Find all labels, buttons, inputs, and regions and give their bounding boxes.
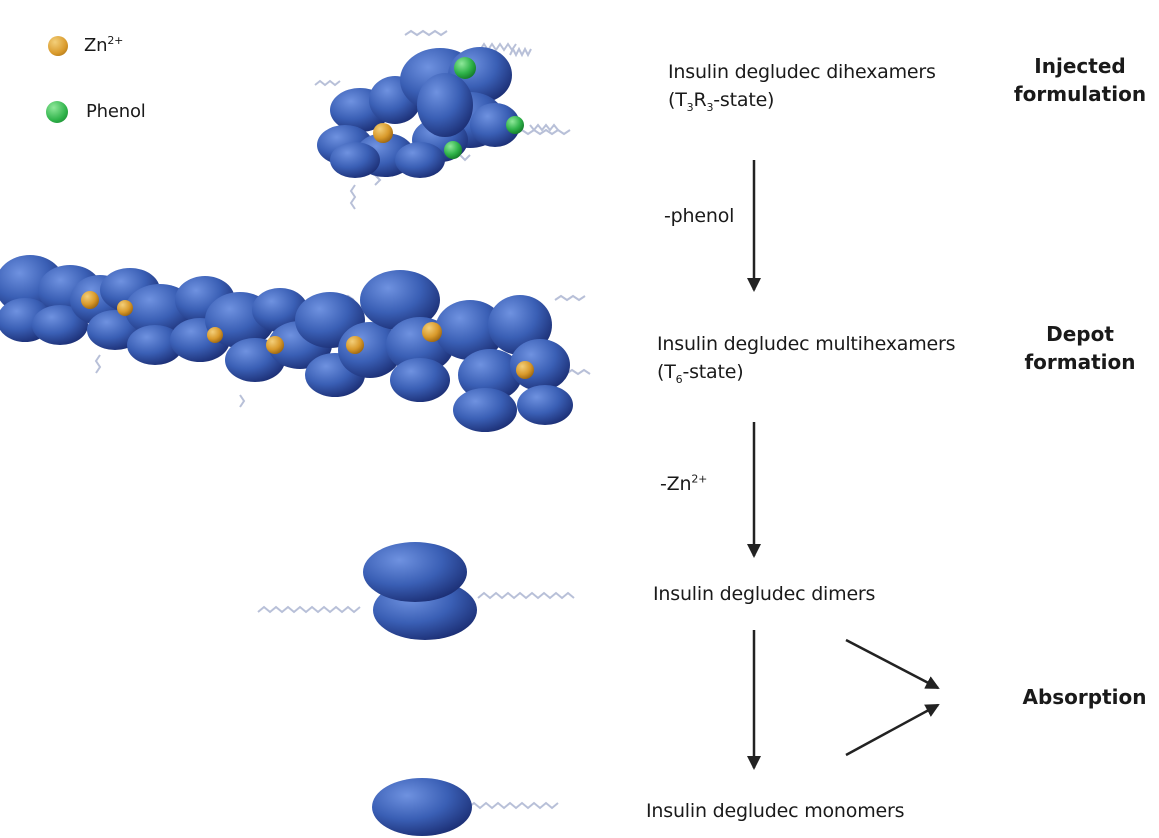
- monomer-illustration: [372, 778, 559, 836]
- dimers-label: Insulin degludec dimers: [653, 583, 876, 605]
- zinc-legend-icon: [48, 36, 68, 56]
- monomers-label: Insulin degludec monomers: [646, 800, 905, 822]
- multihexamer-illustration: [0, 255, 591, 432]
- absorption-label: Absorption: [1022, 685, 1147, 709]
- dihexamers-label: Insulin degludec dihexamers (T3R3-state): [668, 61, 936, 114]
- phenol-molecule: [454, 57, 476, 79]
- multihexamers-label: Insulin degludec multihexamers (T6-state…: [657, 333, 956, 386]
- depot-formation-label: Depot formation: [1024, 322, 1136, 374]
- process-arrows: [747, 160, 940, 770]
- fatty-acid-chains: [257, 591, 575, 614]
- arrow-dimer-absorption: [845, 638, 940, 690]
- phenol-legend-icon: [46, 101, 68, 123]
- zinc-ion: [373, 123, 393, 143]
- injected-formulation-label: Injected formulation: [1013, 54, 1147, 106]
- remove-phenol-label: -phenol: [664, 205, 735, 227]
- phenol-legend-label: Phenol: [86, 101, 146, 122]
- dihexamer-illustration: [314, 29, 571, 210]
- fatty-acid-chain: [467, 801, 559, 810]
- remove-zinc-label: -Zn2+: [660, 472, 708, 495]
- dimer-illustration: [257, 542, 575, 640]
- phenol-molecule: [444, 141, 462, 159]
- phenol-molecule: [506, 116, 524, 134]
- arrow-monomer-absorption: [845, 703, 940, 757]
- zinc-legend-label: Zn2+: [84, 34, 124, 56]
